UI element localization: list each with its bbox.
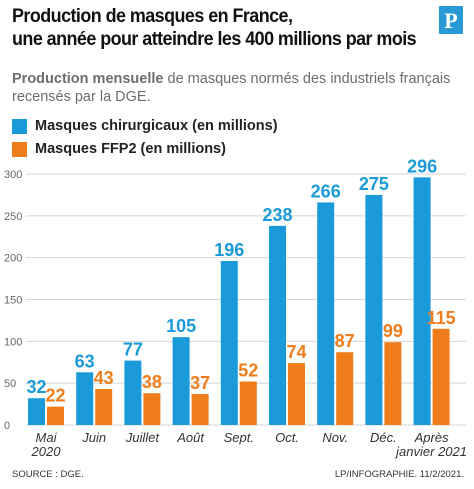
y-tick-label: 100 bbox=[4, 336, 22, 348]
bar-ffp2 bbox=[143, 393, 161, 425]
publisher-logo-icon: P bbox=[439, 6, 463, 34]
credit-note: LP/INFOGRAPHIE. 11/2/2021. bbox=[334, 469, 464, 480]
legend-swatch-ffp2 bbox=[12, 141, 27, 157]
logo-background bbox=[439, 6, 463, 34]
subtitle-bold: Production mensuelle bbox=[12, 71, 164, 87]
data-label-surgical: 275 bbox=[359, 174, 389, 194]
bar-surgical bbox=[269, 225, 286, 425]
x-tick-label: Sept. bbox=[224, 430, 254, 445]
data-label-surgical: 63 bbox=[75, 351, 95, 371]
x-tick-label: Juillet bbox=[125, 430, 161, 445]
x-tick-label: Après bbox=[414, 430, 449, 445]
data-label-ffp2: 87 bbox=[335, 331, 355, 351]
y-tick-label: 200 bbox=[4, 253, 22, 265]
legend-entry-surgical: Masques chirurgicaux (en millions) bbox=[12, 116, 278, 136]
bar-ffp2 bbox=[336, 352, 354, 425]
y-tick-label: 300 bbox=[4, 169, 22, 181]
bar-surgical bbox=[172, 337, 190, 425]
bar-surgical bbox=[365, 194, 383, 425]
bar-ffp2 bbox=[191, 394, 209, 425]
data-label-surgical: 32 bbox=[26, 377, 46, 397]
x-tick-label: 2020 bbox=[31, 444, 62, 459]
bar-surgical bbox=[28, 398, 45, 425]
data-label-ffp2: 37 bbox=[190, 373, 210, 393]
bar-surgical bbox=[76, 372, 94, 425]
data-label-ffp2: 99 bbox=[383, 321, 403, 341]
y-tick-label: 150 bbox=[4, 295, 22, 307]
bar-ffp2 bbox=[384, 342, 402, 425]
data-label-ffp2: 74 bbox=[286, 342, 306, 362]
bar-surgical bbox=[220, 261, 238, 425]
data-label-surgical: 105 bbox=[166, 316, 196, 336]
source-note: SOURCE : DGE. bbox=[12, 469, 84, 480]
chart-title: Production de masques en France, une ann… bbox=[12, 5, 417, 51]
legend-entry-ffp2: Masques FFP2 (en millions) bbox=[12, 139, 226, 159]
chart-subtitle: Production mensuelle de masques normés d… bbox=[12, 70, 467, 106]
bar-surgical bbox=[124, 360, 142, 425]
legend-swatch-surgical bbox=[12, 118, 27, 134]
data-label-ffp2: 38 bbox=[142, 372, 162, 392]
x-tick-label: Déc. bbox=[370, 430, 397, 445]
data-label-surgical: 296 bbox=[407, 156, 437, 176]
x-tick-label: janvier 2021 bbox=[394, 444, 467, 459]
logo-letter: P bbox=[444, 8, 457, 33]
y-tick-label: 0 bbox=[4, 420, 10, 432]
bar-ffp2 bbox=[432, 328, 450, 425]
title-line-1: Production de masques en France, bbox=[12, 5, 293, 27]
x-tick-label: Mai bbox=[36, 430, 58, 445]
bar-ffp2 bbox=[239, 381, 257, 425]
x-tick-label: Août bbox=[176, 430, 205, 445]
title-line-2: une année pour atteindre les 400 million… bbox=[12, 28, 417, 50]
data-label-ffp2: 115 bbox=[427, 308, 456, 328]
data-label-surgical: 77 bbox=[123, 340, 143, 360]
x-tick-label: Oct. bbox=[275, 430, 299, 445]
y-tick-label: 250 bbox=[4, 211, 22, 223]
data-label-ffp2: 52 bbox=[238, 360, 258, 380]
x-tick-label: Juin bbox=[81, 430, 106, 445]
x-tick-label: Nov. bbox=[322, 430, 348, 445]
data-label-ffp2: 43 bbox=[94, 368, 114, 388]
bar-ffp2 bbox=[47, 406, 64, 425]
bar-surgical bbox=[317, 202, 335, 425]
data-label-ffp2: 22 bbox=[45, 386, 65, 406]
subtitle-text: de masques normés des industriels frança… bbox=[12, 71, 451, 105]
y-tick-label: 50 bbox=[4, 378, 16, 390]
bar-surgical bbox=[413, 177, 431, 425]
bar-ffp2 bbox=[288, 363, 305, 425]
data-label-surgical: 266 bbox=[311, 181, 341, 201]
bar-ffp2 bbox=[95, 389, 113, 425]
legend-label-surgical: Masques chirurgicaux (en millions) bbox=[35, 118, 278, 134]
legend-label-ffp2: Masques FFP2 (en millions) bbox=[35, 141, 226, 157]
data-label-surgical: 196 bbox=[214, 240, 244, 260]
data-label-surgical: 238 bbox=[262, 205, 292, 225]
